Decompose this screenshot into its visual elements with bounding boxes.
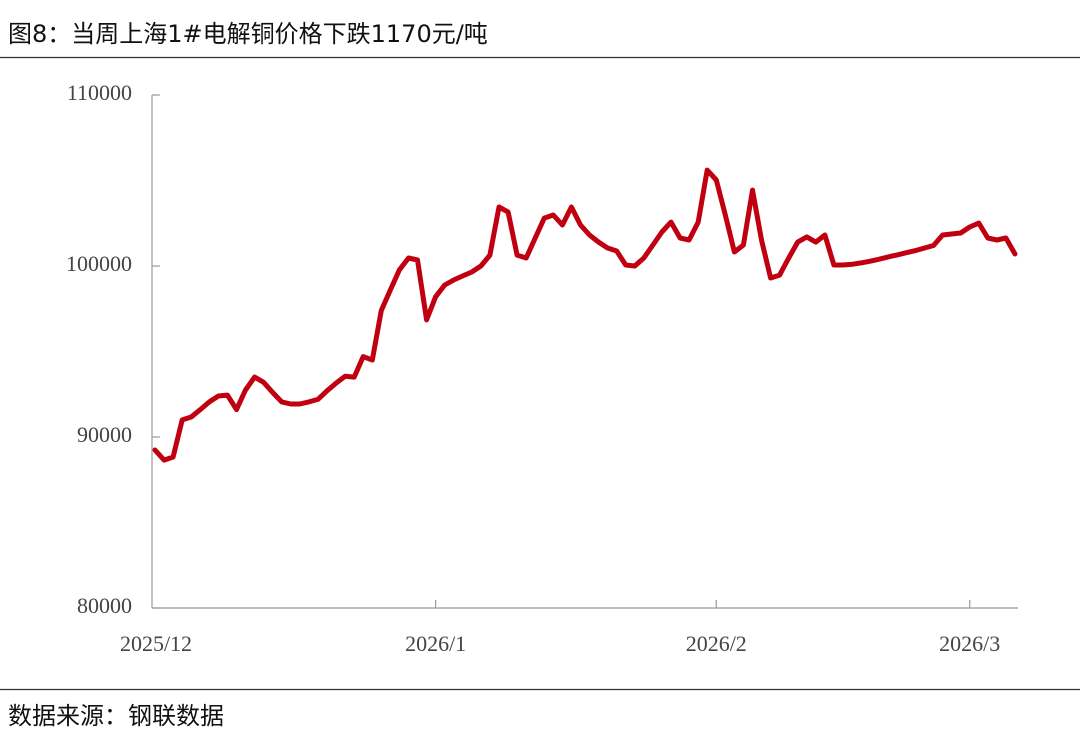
y-tick-label: 80000: [77, 593, 132, 618]
x-tick-label: 2026/3: [939, 631, 1000, 656]
x-tick-label: 2026/2: [686, 631, 747, 656]
chart-title: 图8：当周上海1#电解铜价格下跌1170元/吨: [8, 20, 488, 48]
price-line: [152, 167, 1018, 463]
source-note: 数据来源：钢联数据: [8, 702, 224, 730]
x-tick-label: 2026/1: [405, 631, 466, 656]
y-tick-label: 100000: [66, 251, 132, 276]
y-tick-label: 90000: [77, 422, 132, 447]
y-tick-label: 110000: [67, 80, 132, 105]
x-tick-label: 2025/12: [120, 631, 192, 656]
